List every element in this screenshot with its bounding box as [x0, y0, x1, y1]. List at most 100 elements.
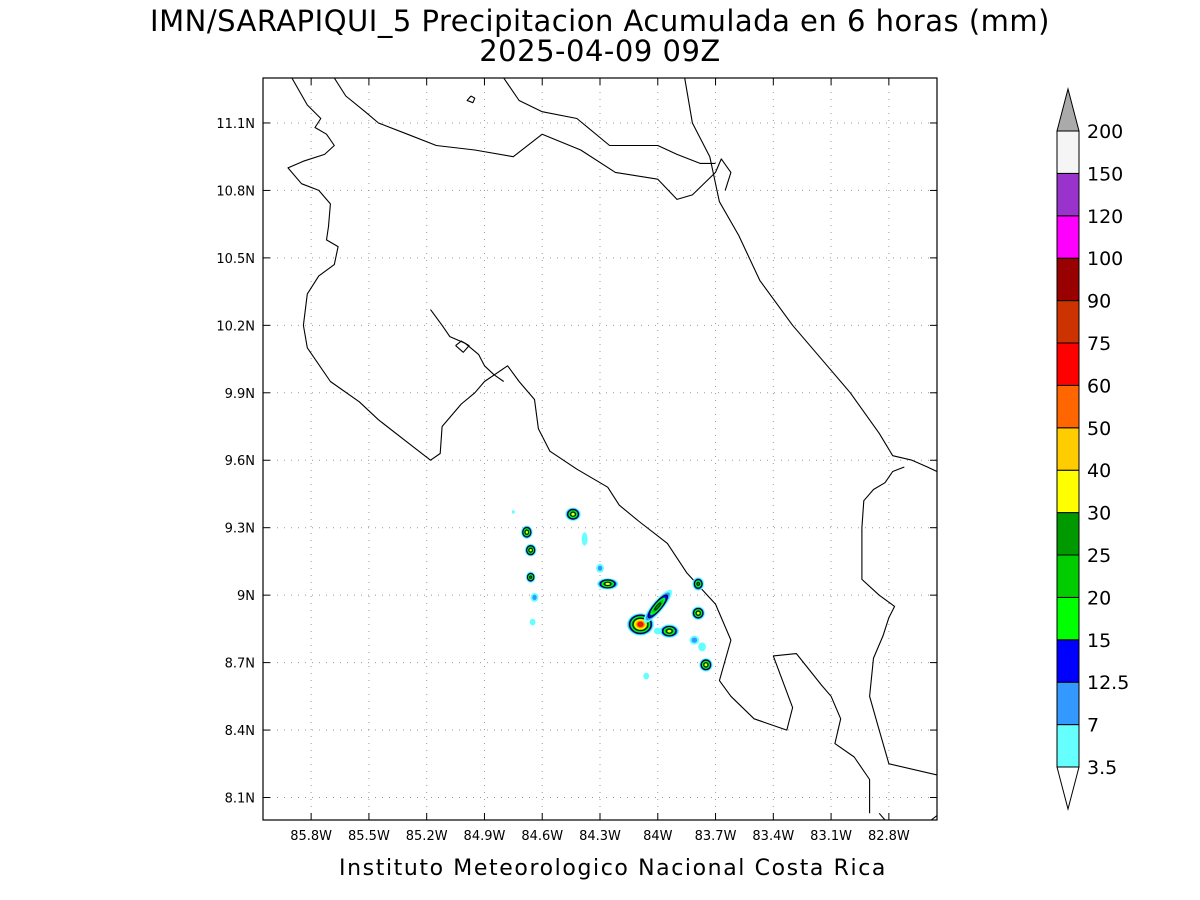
colorbar-label: 20: [1087, 587, 1111, 609]
precip-cell: [596, 563, 604, 573]
precip-cell: [597, 578, 619, 590]
coastline: [878, 812, 886, 820]
coastline: [333, 78, 732, 200]
x-tick-label: 84.9W: [464, 829, 506, 844]
colorbar-label: 60: [1087, 375, 1111, 397]
x-tick-label: 85.5W: [348, 829, 390, 844]
precip-cell: [653, 627, 662, 635]
precip-cell: [511, 510, 515, 514]
x-tick-label: 83.1W: [810, 829, 852, 844]
colorbar-swatch: [1056, 215, 1080, 259]
x-tick-label: 84.3W: [579, 829, 621, 844]
precip-contour: [638, 622, 643, 626]
colorbar-over-arrow: [1056, 87, 1080, 132]
precip-contour: [696, 582, 700, 586]
precip-contour: [653, 627, 662, 635]
colorbar-label: 90: [1087, 291, 1111, 313]
precipitation-field: [511, 507, 713, 680]
colorbar-swatch: [1056, 130, 1080, 174]
y-tick-label: 8.1N: [225, 792, 255, 807]
y-tick-label: 9.6N: [225, 454, 255, 469]
y-tick-label: 9.3N: [225, 522, 255, 537]
colorbar-label: 200: [1087, 121, 1123, 143]
precip-contour: [698, 642, 706, 652]
y-tick-label: 8.4N: [225, 724, 255, 739]
latitude-axis: 11.1N 10.8N 10.5N 10.2N 9.9N 9.6N 9.3N 9N 8.7N 8.…: [216, 117, 937, 807]
y-tick-label: 8.7N: [225, 657, 255, 672]
x-tick-label: 84W: [643, 829, 673, 844]
precip-cell: [581, 532, 588, 546]
y-tick-label: 11.1N: [216, 117, 255, 132]
x-tick-label: 85.8W: [290, 829, 332, 844]
precip-contour: [571, 512, 575, 516]
coastline: [455, 340, 470, 353]
precip-cell: [691, 606, 705, 620]
coastline: [861, 466, 937, 776]
colorbar-swatch: [1056, 724, 1080, 768]
x-tick-label: 82.8W: [868, 829, 910, 844]
precip-cell: [529, 618, 536, 626]
precip-cell: [698, 642, 706, 652]
colorbar-label: 75: [1087, 333, 1111, 355]
x-tick-label: 83.7W: [695, 829, 737, 844]
colorbar-swatch: [1056, 554, 1080, 598]
precip-cell: [565, 507, 581, 521]
precip-contour: [667, 629, 672, 633]
colorbar-swatch: [1056, 257, 1080, 302]
colorbar-swatch: [1056, 639, 1080, 683]
coastline: [930, 815, 937, 820]
y-tick-label: 10.8N: [216, 184, 255, 199]
colorbar-swatch: [1056, 469, 1080, 514]
precip-cell: [689, 635, 700, 645]
colorbar-label: 15: [1087, 630, 1111, 652]
precip-contour: [696, 611, 700, 615]
lat-lon-grid: [263, 78, 937, 820]
precip-contour: [605, 582, 610, 586]
coastline: [287, 78, 871, 814]
colorbar-swatch: [1056, 300, 1080, 344]
colorbar-label: 25: [1087, 545, 1111, 567]
precip-contour: [529, 618, 536, 626]
precip-cell: [699, 658, 713, 672]
y-tick-label: 10.5N: [216, 252, 255, 267]
precip-cell: [643, 589, 673, 624]
precip-contour: [643, 672, 650, 680]
precip-contour: [654, 602, 662, 611]
coastline: [684, 78, 937, 472]
precip-contour: [581, 532, 588, 546]
colorbar-label: 150: [1087, 163, 1123, 185]
colorbar-label: 3.5: [1087, 757, 1117, 779]
y-tick-label: 9N: [237, 589, 255, 604]
precip-contour: [529, 575, 533, 579]
colorbar-label: 100: [1087, 248, 1123, 270]
precip-contour: [597, 565, 603, 571]
precip-cell: [659, 624, 679, 638]
precip-contour: [704, 663, 708, 667]
precip-contour: [511, 510, 515, 514]
chart-title: IMN/SARAPIQUI_5 Precipitacion Acumulada …: [150, 4, 1050, 38]
precip-cell: [530, 592, 539, 602]
precip-contour: [529, 548, 532, 552]
x-tick-label: 85.2W: [406, 829, 448, 844]
coastline: [430, 309, 505, 382]
colorbar-swatch: [1056, 681, 1080, 726]
precip-cell: [692, 577, 705, 591]
precip-cell: [643, 672, 650, 680]
precip-contour: [691, 637, 698, 643]
x-tick-label: 83.4W: [752, 829, 794, 844]
colorbar-swatch: [1056, 512, 1080, 556]
colorbar-label: 50: [1087, 418, 1111, 440]
precip-cell: [525, 571, 536, 583]
colorbar-swatch: [1056, 342, 1080, 386]
colorbar-swatch: [1056, 384, 1080, 429]
colorbar-label: 12.5: [1087, 672, 1129, 694]
precip-cell: [521, 525, 533, 539]
colorbar-label: 40: [1087, 460, 1111, 482]
coastline: [503, 78, 716, 164]
longitude-axis: 85.8W 85.5W 85.2W 84.9W 84.6W 84.3W 84W 83.7W 83…: [290, 78, 910, 844]
colorbar-swatch: [1056, 427, 1080, 471]
y-tick-label: 9.9N: [225, 387, 255, 402]
colorbar-label: 7: [1087, 715, 1099, 737]
precip-contour: [525, 530, 528, 534]
